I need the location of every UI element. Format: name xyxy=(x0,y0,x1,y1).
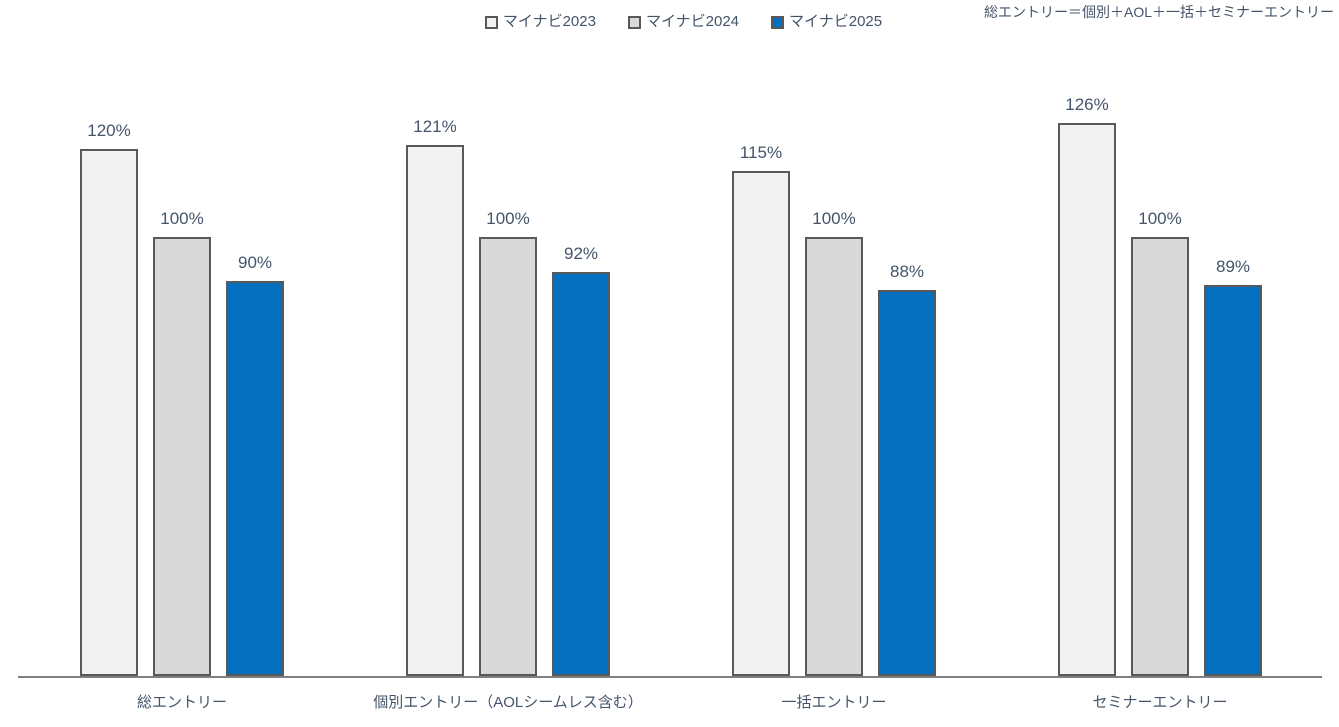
bar xyxy=(226,281,284,676)
value-label: 88% xyxy=(889,262,925,281)
legend-label: マイナビ2024 xyxy=(645,13,740,30)
legend-swatch-icon xyxy=(484,15,498,29)
legend: マイナビ2023 マイナビ2024 マイナビ2025 xyxy=(0,12,1339,32)
bar xyxy=(1204,285,1262,676)
value-label: 92% xyxy=(563,244,599,263)
value-label: 126% xyxy=(1065,95,1109,114)
bar xyxy=(406,145,464,676)
bar xyxy=(552,272,610,676)
x-axis-line xyxy=(18,676,1322,678)
legend-swatch-icon xyxy=(627,15,641,29)
value-label: 90% xyxy=(237,253,273,272)
category-label: セミナーエントリー xyxy=(1092,694,1228,711)
bar xyxy=(153,237,211,676)
value-label: 89% xyxy=(1215,257,1251,276)
value-label: 121% xyxy=(413,117,457,136)
bar xyxy=(805,237,863,676)
legend-label: マイナビ2023 xyxy=(502,13,596,30)
bar xyxy=(878,290,936,676)
legend-item: マイナビ2025 xyxy=(771,12,882,32)
value-label: 100% xyxy=(1138,209,1182,228)
value-label: 100% xyxy=(812,209,856,228)
legend-swatch-icon xyxy=(771,15,785,29)
legend-item: マイナビ2023 xyxy=(484,12,596,32)
value-label: 100% xyxy=(486,209,530,228)
value-label: 100% xyxy=(160,209,204,228)
category-label: 個別エントリー（AOLシームレス含む） xyxy=(373,694,643,711)
legend-label: マイナビ2025 xyxy=(789,13,883,30)
bar xyxy=(1058,123,1116,676)
value-label: 115% xyxy=(739,143,783,162)
category-label: 総エントリー xyxy=(136,694,227,711)
formula-note: 総エントリー＝個別＋AOL＋一括＋セミナーエントリー xyxy=(983,4,1334,20)
category-label: 一括エントリー xyxy=(781,694,887,711)
bar xyxy=(80,149,138,676)
bar xyxy=(732,171,790,676)
value-label: 120% xyxy=(87,121,131,140)
bar xyxy=(479,237,537,676)
bar xyxy=(1131,237,1189,676)
legend-item: マイナビ2024 xyxy=(627,12,740,32)
